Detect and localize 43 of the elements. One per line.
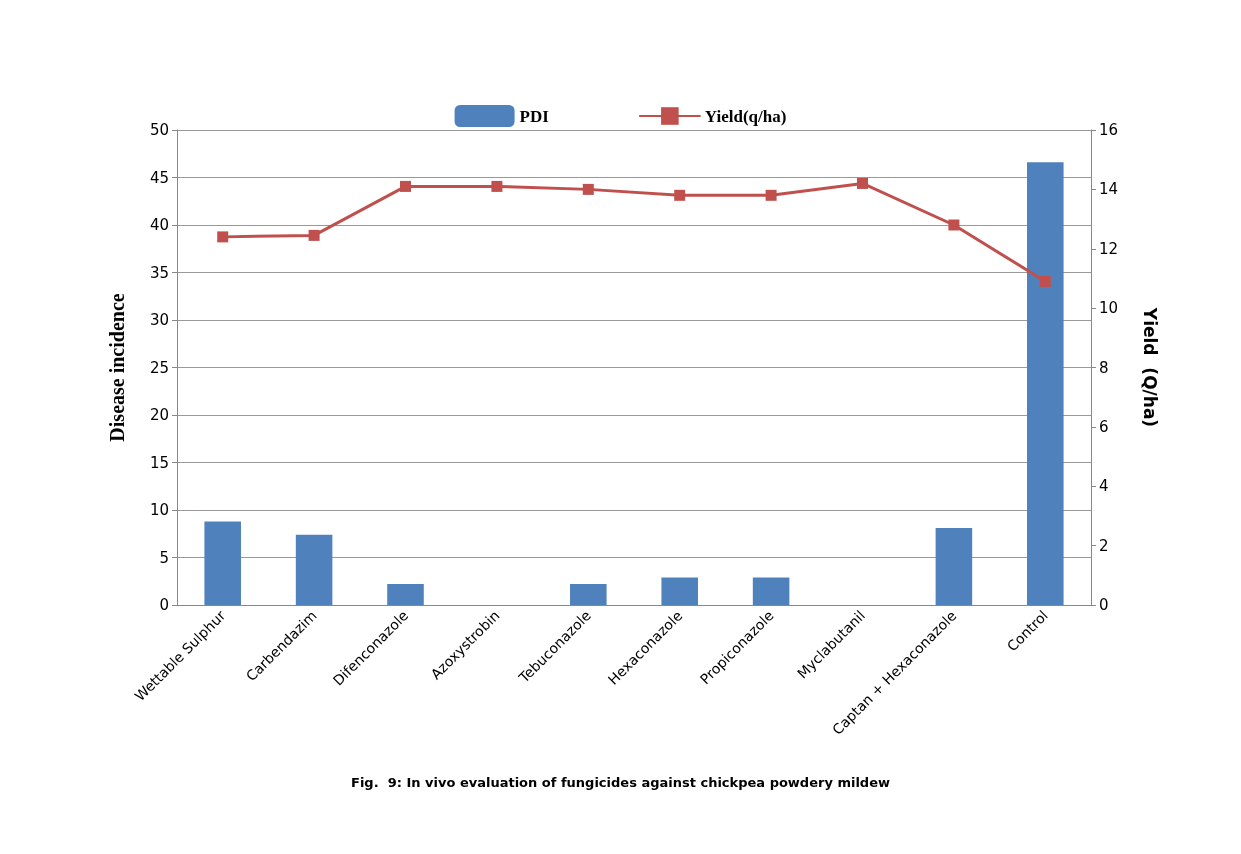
point xyxy=(674,189,686,201)
point xyxy=(400,180,411,192)
y2-tick-label: 8 xyxy=(1099,358,1109,377)
point xyxy=(308,229,320,241)
point xyxy=(491,180,503,192)
bar xyxy=(387,584,424,605)
y-tick-label: 40 xyxy=(149,216,169,234)
y-tick-label: 15 xyxy=(149,453,169,472)
y-tick-label: 35 xyxy=(149,263,169,282)
text: Fig. 9: In vivo evaluation of fungicides against chickpea powdery mildew xyxy=(351,775,890,790)
y-tick-label: 5 xyxy=(159,548,169,567)
y-tick-label: 10 xyxy=(149,501,169,519)
y-tick-label: 0 xyxy=(159,596,169,614)
point xyxy=(217,231,229,243)
bar xyxy=(661,577,698,605)
point xyxy=(857,177,868,189)
y-tick-label: 50 xyxy=(149,121,169,139)
bar xyxy=(204,521,241,605)
legend-label: PDI xyxy=(519,106,550,126)
y2-tick-label: 0 xyxy=(1099,596,1109,614)
y2-tick-label: 10 xyxy=(1099,299,1119,318)
bar xyxy=(570,584,607,605)
point xyxy=(582,183,594,195)
y2-tick-label: 6 xyxy=(1099,417,1109,436)
bar xyxy=(1027,162,1064,605)
bar xyxy=(935,528,973,605)
y2-tick-label: 16 xyxy=(1099,121,1119,139)
y2-tick-label: 12 xyxy=(1099,239,1119,258)
y-tick-label: 20 xyxy=(149,406,169,424)
y2-axis-title: Yield (Q/ha) xyxy=(1139,306,1160,428)
y-axis-title: Disease incidence xyxy=(106,293,128,442)
bar xyxy=(295,534,333,605)
y-tick-label: 30 xyxy=(149,311,169,329)
y2-tick-label: 4 xyxy=(1099,477,1109,496)
y-tick-label: 45 xyxy=(149,168,169,187)
y-tick-label: 25 xyxy=(149,358,169,377)
bar xyxy=(752,577,790,605)
y2-tick-label: 2 xyxy=(1099,536,1109,555)
y2-tick-label: 14 xyxy=(1099,180,1119,199)
point xyxy=(1039,275,1051,287)
point xyxy=(765,189,777,201)
legend-label: Yield(q/ha) xyxy=(704,106,787,126)
point xyxy=(948,219,960,231)
